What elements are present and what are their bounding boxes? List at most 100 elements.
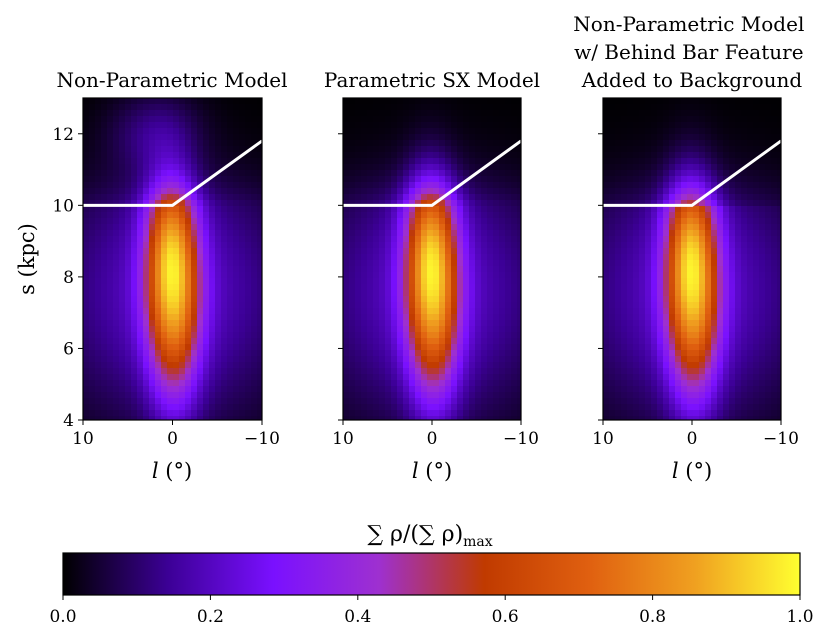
- heat-cell: [681, 230, 688, 237]
- heat-cell: [179, 392, 186, 399]
- heat-cell: [681, 356, 688, 363]
- heat-cell: [705, 332, 712, 339]
- heat-cell: [699, 374, 706, 381]
- heat-cell: [185, 188, 192, 195]
- heat-cell: [765, 236, 772, 243]
- heat-cell: [457, 338, 464, 345]
- heat-cell: [663, 416, 670, 420]
- heat-cell: [645, 170, 652, 177]
- heat-cell: [113, 170, 120, 177]
- heat-cell: [149, 284, 156, 291]
- heat-cell: [451, 290, 458, 297]
- heat-cell: [615, 368, 622, 375]
- heat-cell: [349, 230, 356, 237]
- heat-cell: [469, 308, 476, 315]
- heat-cell: [675, 368, 682, 375]
- heat-cell: [669, 314, 676, 321]
- heat-cell: [361, 116, 368, 123]
- heat-cell: [487, 182, 494, 189]
- heat-cell: [603, 206, 610, 213]
- heat-cell: [735, 314, 742, 321]
- heat-cell: [125, 146, 132, 153]
- heat-cell: [735, 152, 742, 159]
- heat-cell: [245, 182, 252, 189]
- heat-cell: [445, 338, 452, 345]
- heat-cell: [615, 398, 622, 405]
- heat-cell: [765, 182, 772, 189]
- heat-cell: [251, 230, 258, 237]
- heat-cell: [251, 266, 258, 273]
- heat-cell: [119, 116, 126, 123]
- heat-cell: [511, 152, 518, 159]
- heat-cell: [433, 194, 440, 201]
- heat-cell: [113, 218, 120, 225]
- heat-cell: [185, 104, 192, 111]
- heat-cell: [699, 410, 706, 417]
- heat-cell: [221, 260, 228, 267]
- heat-cell: [517, 272, 521, 279]
- heat-cell: [179, 350, 186, 357]
- heat-cell: [113, 332, 120, 339]
- heat-cell: [657, 374, 664, 381]
- heat-cell: [469, 326, 476, 333]
- heat-cell: [367, 212, 374, 219]
- heat-cell: [89, 404, 96, 411]
- heat-cell: [221, 296, 228, 303]
- heat-cell: [475, 314, 482, 321]
- heat-cell: [415, 296, 422, 303]
- heat-cell: [663, 122, 670, 129]
- heat-cell: [415, 380, 422, 387]
- heat-cell: [239, 146, 246, 153]
- heat-cell: [167, 176, 174, 183]
- heat-cell: [481, 236, 488, 243]
- heat-cell: [493, 236, 500, 243]
- heat-cell: [645, 356, 652, 363]
- heat-cell: [379, 230, 386, 237]
- heat-cell: [627, 290, 634, 297]
- heat-cell: [699, 284, 706, 291]
- heat-cell: [89, 398, 96, 405]
- heat-cell: [499, 254, 506, 261]
- heat-cell: [367, 266, 374, 273]
- heat-cell: [167, 200, 174, 207]
- heat-cell: [83, 326, 90, 333]
- heat-cell: [415, 368, 422, 375]
- heat-cell: [149, 152, 156, 159]
- heat-cell: [367, 116, 374, 123]
- heat-cell: [433, 152, 440, 159]
- heat-cell: [777, 380, 781, 387]
- heat-cell: [203, 326, 210, 333]
- heat-cell: [771, 296, 778, 303]
- heat-cell: [137, 236, 144, 243]
- heat-cell: [753, 266, 760, 273]
- heat-cell: [173, 302, 180, 309]
- heat-cell: [439, 332, 446, 339]
- heat-cell: [403, 266, 410, 273]
- heat-cell: [185, 398, 192, 405]
- heat-cell: [675, 104, 682, 111]
- heat-cell: [639, 254, 646, 261]
- heat-cell: [505, 296, 512, 303]
- heat-cell: [239, 194, 246, 201]
- heat-cell: [149, 200, 156, 207]
- heat-cell: [499, 170, 506, 177]
- heat-cell: [373, 350, 380, 357]
- heat-cell: [633, 236, 640, 243]
- heat-cell: [687, 164, 694, 171]
- heat-cell: [475, 350, 482, 357]
- heat-cell: [687, 392, 694, 399]
- heat-cell: [505, 212, 512, 219]
- heat-cell: [457, 392, 464, 399]
- heat-cell: [451, 224, 458, 231]
- heat-cell: [651, 332, 658, 339]
- heat-cell: [627, 344, 634, 351]
- heat-cell: [747, 308, 754, 315]
- heat-cell: [209, 272, 216, 279]
- heat-cell: [511, 212, 518, 219]
- heat-cell: [391, 248, 398, 255]
- heat-cell: [759, 158, 766, 165]
- heat-cell: [675, 308, 682, 315]
- heat-cell: [221, 398, 228, 405]
- heat-cell: [481, 116, 488, 123]
- heat-cell: [615, 272, 622, 279]
